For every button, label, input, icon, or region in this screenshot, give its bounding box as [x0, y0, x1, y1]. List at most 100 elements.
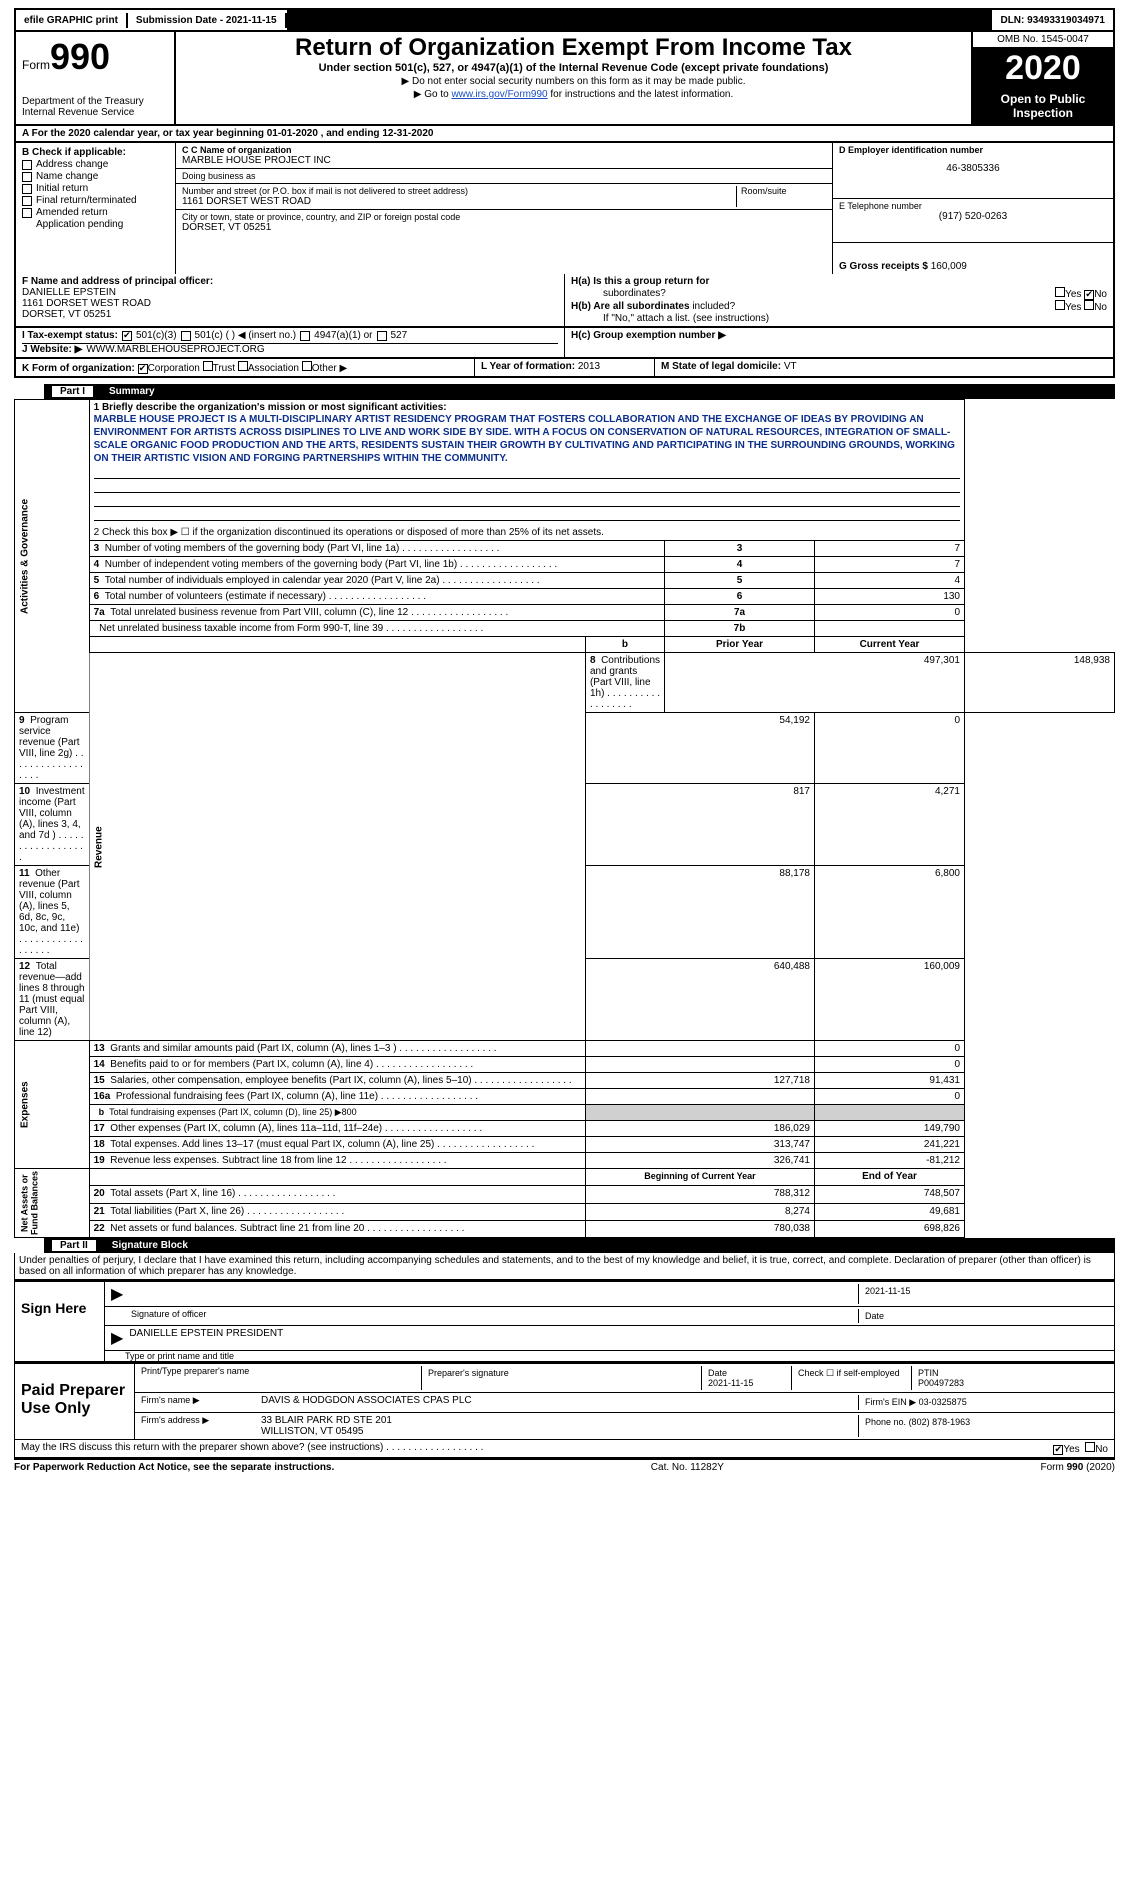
- firm-lbl: Firm's name ▶: [141, 1395, 261, 1410]
- chk-ha-no[interactable]: ✔: [1084, 290, 1094, 300]
- d: Total revenue—add lines 8 through 11 (mu…: [19, 961, 85, 1038]
- form-label: Form: [22, 58, 50, 72]
- chk-discuss-no[interactable]: [1085, 1442, 1095, 1452]
- lbl-4947: 4947(a)(1) or: [314, 330, 372, 341]
- cy: -81,212: [815, 1153, 965, 1169]
- officer-lbl: F Name and address of principal officer:: [22, 276, 558, 287]
- chk-corp[interactable]: ✔: [138, 364, 148, 374]
- lbl-yes2: Yes: [1065, 302, 1081, 313]
- py: 88,178: [585, 866, 814, 959]
- v: 7: [815, 557, 965, 573]
- footer-left: For Paperwork Reduction Act Notice, see …: [14, 1462, 334, 1473]
- py: 640,488: [585, 959, 814, 1041]
- n: 10: [19, 786, 30, 797]
- box-b: B Check if applicable: Address change Na…: [16, 143, 176, 274]
- boxm-val: VT: [784, 361, 797, 372]
- py: [585, 1041, 814, 1057]
- lbl-app-pending: Application pending: [36, 219, 123, 230]
- irs-link[interactable]: www.irs.gov/Form990: [451, 89, 547, 100]
- d: Total assets (Part X, line 16): [110, 1188, 335, 1199]
- room-lbl: Room/suite: [741, 186, 826, 196]
- exp-row: b Total fundraising expenses (Part IX, c…: [15, 1105, 1115, 1121]
- d: Investment income (Part VIII, column (A)…: [19, 786, 85, 863]
- officer-addr1: 1161 DORSET WEST ROAD: [22, 298, 558, 309]
- lbl-amended: Amended return: [36, 207, 108, 218]
- chk-assoc[interactable]: [238, 361, 248, 371]
- preparer-section: Paid Preparer Use Only Print/Type prepar…: [14, 1362, 1115, 1440]
- b: 5: [665, 573, 815, 589]
- py: [585, 1057, 814, 1073]
- cy: 0: [815, 713, 965, 784]
- chk-final-return[interactable]: [22, 196, 32, 206]
- psig-lbl: Preparer's signature: [421, 1366, 701, 1390]
- net-row: 22 Net assets or fund balances. Subtract…: [15, 1220, 1115, 1237]
- chk-initial-return[interactable]: [22, 184, 32, 194]
- chk-hb-yes[interactable]: [1055, 300, 1065, 310]
- sign-here-section: Sign Here ▶ 2021-11-15 Signature of offi…: [14, 1280, 1115, 1362]
- py: 54,192: [585, 713, 814, 784]
- status-web-block: I Tax-exempt status: ✔501(c)(3) 501(c) (…: [14, 328, 1115, 359]
- mission-lbl: 1 Briefly describe the organization's mi…: [94, 402, 960, 413]
- n: 16a: [94, 1091, 111, 1102]
- gov-row: 4 Number of independent voting members o…: [15, 557, 1115, 573]
- net-row: 21 Total liabilities (Part X, line 26)8,…: [15, 1203, 1115, 1220]
- lbl-527: 527: [391, 330, 408, 341]
- note-ssn: ▶ Do not enter social security numbers o…: [182, 76, 965, 87]
- officer-addr2: DORSET, VT 05251: [22, 309, 558, 320]
- faddr2: WILLISTON, VT 05495: [261, 1426, 363, 1437]
- chk-501c[interactable]: [181, 331, 191, 341]
- exp-row: 14 Benefits paid to or for members (Part…: [15, 1057, 1115, 1073]
- dba-lbl: Doing business as: [182, 171, 826, 181]
- topbar: efile GRAPHIC print Submission Date - 20…: [14, 8, 1115, 32]
- exp-label: Expenses: [15, 1041, 90, 1169]
- selfemp-lbl: Check ☐ if self-employed: [791, 1366, 911, 1390]
- chk-other[interactable]: [302, 361, 312, 371]
- gov-row: Net unrelated business taxable income fr…: [15, 621, 1115, 637]
- chk-trust[interactable]: [203, 361, 213, 371]
- chk-527[interactable]: [377, 331, 387, 341]
- n: 15: [94, 1075, 105, 1086]
- arrow-icon: ▶: [111, 1284, 129, 1304]
- chk-amended[interactable]: [22, 208, 32, 218]
- chk-4947[interactable]: [300, 331, 310, 341]
- form-subtitle: Under section 501(c), 527, or 4947(a)(1)…: [182, 62, 965, 74]
- b: 7a: [665, 605, 815, 621]
- part1-num: Part I: [52, 386, 93, 397]
- footer-right: Form 990 (2020): [1041, 1462, 1115, 1473]
- d: Salaries, other compensation, employee b…: [110, 1075, 571, 1086]
- chk-discuss-yes[interactable]: ✔: [1053, 1445, 1063, 1455]
- py: [585, 1089, 814, 1105]
- tax-period: A For the 2020 calendar year, or tax yea…: [14, 126, 1115, 143]
- d: Other revenue (Part VIII, column (A), li…: [19, 868, 83, 956]
- exp-row: 17 Other expenses (Part IX, column (A), …: [15, 1121, 1115, 1137]
- street-lbl: Number and street (or P.O. box if mail i…: [182, 186, 736, 196]
- net-label: Net Assets or Fund Balances: [15, 1169, 90, 1238]
- lbl-no3: No: [1095, 1444, 1108, 1455]
- lbl-address-change: Address change: [36, 159, 108, 170]
- py: 780,038: [585, 1220, 814, 1237]
- hb-lbl2: included?: [692, 301, 735, 312]
- topbar-fill: [287, 10, 993, 30]
- hc-lbl: H(c) Group exemption number ▶: [571, 330, 1107, 341]
- chk-hb-no[interactable]: [1084, 300, 1094, 310]
- boxk-lbl: K Form of organization:: [22, 363, 135, 374]
- d: Revenue less expenses. Subtract line 18 …: [110, 1155, 446, 1166]
- chk-name-change[interactable]: [22, 172, 32, 182]
- tax-year: 2020: [973, 49, 1113, 88]
- py: 788,312: [585, 1186, 814, 1203]
- chk-501c3[interactable]: ✔: [122, 331, 132, 341]
- b: 7b: [665, 621, 815, 637]
- faddr-lbl: Firm's address ▶: [141, 1415, 261, 1437]
- ha-lbl1: H(a) Is this a group return for: [571, 276, 709, 287]
- gov-label: Activities & Governance: [15, 400, 90, 713]
- chk-address-change[interactable]: [22, 160, 32, 170]
- n: 22: [94, 1223, 105, 1234]
- py: 313,747: [585, 1137, 814, 1153]
- gov-row: 7a Total unrelated business revenue from…: [15, 605, 1115, 621]
- d: Total liabilities (Part X, line 26): [110, 1206, 344, 1217]
- identity-block: B Check if applicable: Address change Na…: [14, 143, 1115, 274]
- chk-ha-yes[interactable]: [1055, 287, 1065, 297]
- sign-here-lbl: Sign Here: [15, 1282, 105, 1361]
- box-c: C C Name of organization MARBLE HOUSE PR…: [176, 143, 833, 274]
- cy: 0: [815, 1041, 965, 1057]
